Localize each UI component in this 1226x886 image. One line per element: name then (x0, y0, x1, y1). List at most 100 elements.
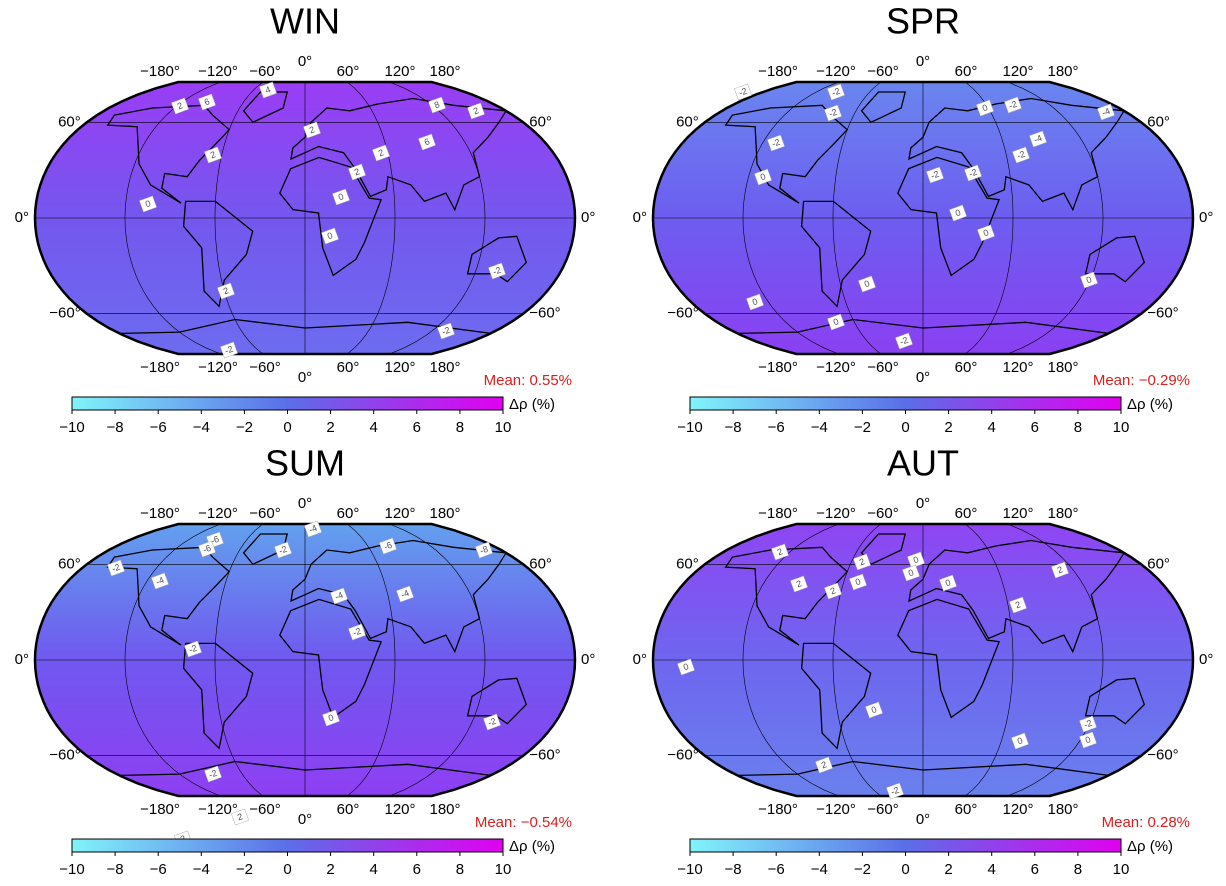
longitude-label: 180° (1047, 801, 1078, 818)
contour-label: 0 (849, 573, 867, 591)
contour-label-text: -6 (209, 534, 220, 546)
longitude-label: −60° (249, 505, 280, 522)
colorbar-tick-label: 10 (495, 419, 512, 436)
contour-label: 0 (939, 574, 957, 592)
contour-label: -2 (824, 104, 842, 122)
map-panel: SUM-6-6-4-2-2-4-6-8-4-4-2-20-2-222−180°−… (15, 443, 596, 878)
contour-label-text: 0 (1084, 734, 1092, 745)
coastline (737, 760, 1109, 777)
coastline (466, 235, 528, 283)
contour-label-box (217, 282, 235, 300)
contour-label-text: 0 (1085, 274, 1093, 285)
longitude-label: −180° (758, 63, 798, 80)
contour-label-box (348, 623, 366, 641)
contour-label: 2 (1009, 596, 1027, 614)
coastline (279, 598, 383, 719)
longitude-label: −60° (867, 505, 898, 522)
longitude-label: 120° (1002, 359, 1033, 376)
longitude-label: −60° (249, 359, 280, 376)
contour-label: -2 (107, 559, 125, 577)
contour-label: 2 (771, 543, 789, 561)
contour-label-box (139, 195, 157, 213)
contour-label: 2 (790, 575, 808, 593)
longitude-label: 0° (916, 811, 930, 828)
coastline (897, 598, 1001, 719)
contour-label-text: -6 (382, 540, 393, 552)
longitude-label: −120° (198, 801, 238, 818)
contour-label-box (824, 582, 842, 600)
longitude-label: 60° (337, 801, 360, 818)
colorbar-tick-label: −8 (107, 419, 124, 436)
colorbar-tick-label: −10 (677, 861, 702, 878)
contour-label: -6 (379, 537, 397, 555)
panel-title: AUT (887, 443, 959, 484)
colorbar-tick-label: −2 (854, 861, 871, 878)
colorbar-tick-label: 6 (413, 861, 421, 878)
contour-label: -8 (475, 541, 493, 559)
colorbar-tick-label: 2 (326, 419, 334, 436)
latitude-label: 0° (581, 209, 595, 226)
contour-label-box (303, 121, 321, 139)
longitude-label: 0° (916, 495, 930, 512)
coastline (860, 533, 907, 566)
contour-label: -4 (304, 520, 322, 538)
contour-label-text: -2 (207, 768, 218, 780)
panel-title: WIN (270, 1, 340, 42)
contour-label: -2 (886, 782, 904, 800)
contour-label-box (926, 166, 944, 184)
contour-label-box (1029, 130, 1047, 148)
colorbar-tick-label: −6 (768, 861, 785, 878)
longitude-label: 0° (916, 369, 930, 386)
latitude-label: 60° (58, 113, 81, 130)
colorbar-tick-label: −10 (677, 419, 702, 436)
contour-label: 0 (746, 293, 764, 311)
colorbar-tick-label: 4 (988, 419, 996, 436)
contour-label-box (437, 322, 455, 340)
contour-label-text: 2 (222, 285, 230, 296)
contour-label-text: -2 (827, 107, 838, 119)
contour-label: 0 (139, 195, 157, 213)
coastline (860, 91, 907, 124)
contour-label: 0 (865, 701, 883, 719)
contour-label: -4 (1029, 130, 1047, 148)
contour-label-box (939, 574, 957, 592)
longitude-label: 0° (298, 495, 312, 512)
colorbar-tick-label: −4 (811, 419, 828, 436)
contour-label-text: -2 (889, 785, 900, 797)
longitude-label: −60° (249, 801, 280, 818)
contour-label-text: 2 (176, 100, 184, 111)
latitude-label: 60° (58, 555, 81, 572)
contour-label-box (204, 146, 222, 164)
contour-label-text: 6 (423, 136, 431, 147)
contour-label-text: 0 (337, 191, 345, 202)
contour-label: -2 (926, 166, 944, 184)
colorbar-tick-label: 0 (283, 419, 291, 436)
contour-label: 2 (815, 756, 833, 774)
colorbar (689, 396, 1122, 411)
contour-label-box (746, 293, 764, 311)
contour-label-box (330, 587, 348, 605)
contour-label-box (824, 104, 842, 122)
latitude-label: 60° (676, 113, 699, 130)
longitude-label: −180° (758, 505, 798, 522)
contour-label-box (107, 559, 125, 577)
longitude-label: −180° (140, 359, 180, 376)
colorbar-tick-label: 2 (944, 861, 952, 878)
contour-label: 0 (976, 99, 994, 117)
contour-label-text: -8 (478, 544, 489, 556)
contour-label-text: -2 (770, 137, 781, 149)
contour-label-box (184, 640, 202, 658)
longitude-label: −180° (758, 359, 798, 376)
coastline (800, 642, 872, 750)
contour-label: 2 (217, 282, 235, 300)
longitude-label: −120° (198, 359, 238, 376)
contour-label-box (274, 541, 292, 559)
contour-label-text: -2 (110, 562, 121, 574)
colorbar-label: Δρ (%) (509, 838, 555, 855)
map-border (33, 80, 577, 356)
contour-label-text: 2 (308, 124, 316, 135)
contour-label: 0 (677, 658, 695, 676)
contour-label-box (1009, 596, 1027, 614)
contour-label-box (827, 83, 845, 101)
contour-label-box (1097, 103, 1115, 121)
